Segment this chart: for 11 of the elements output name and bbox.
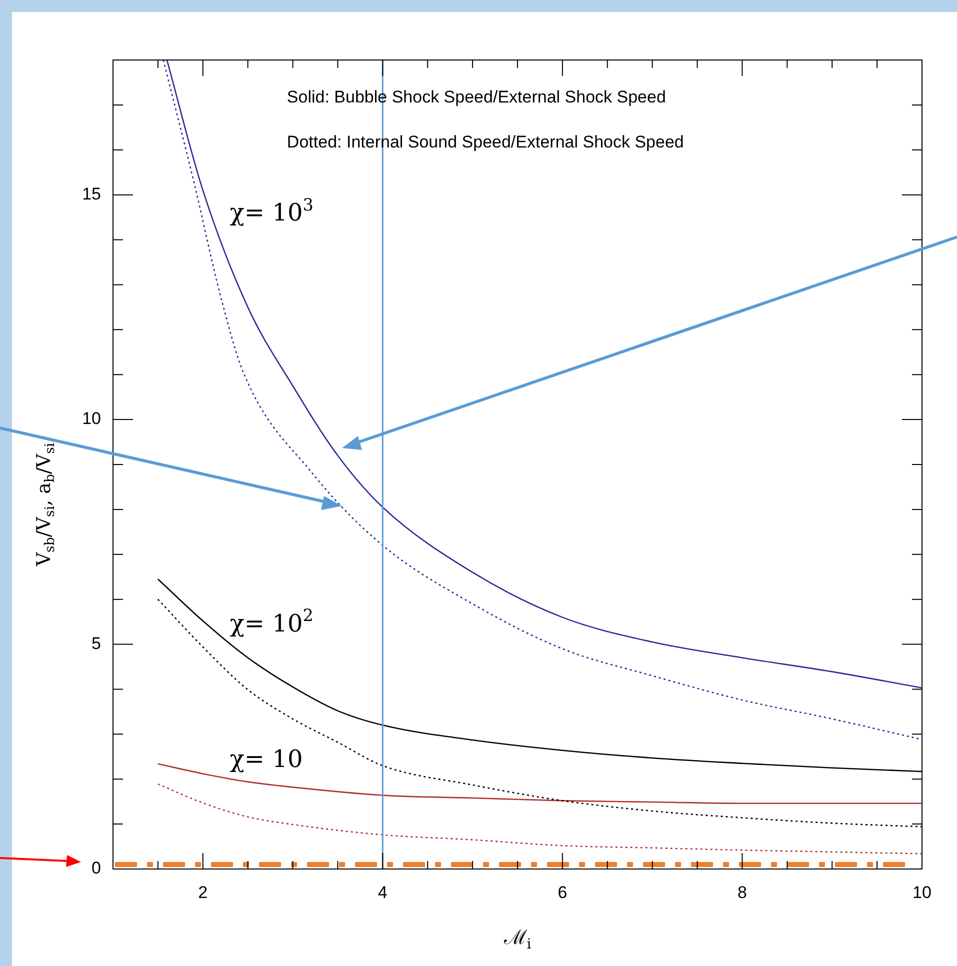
x-tick-label: 8 [737,882,747,902]
x-tick-label: 2 [198,882,208,902]
y-tick-label: 5 [92,634,101,653]
series-label: χ= 10 [230,744,303,773]
x-tick-label: 6 [558,882,568,902]
x-tick-label: 10 [912,882,932,902]
x-tick-label: 4 [378,882,388,902]
y-tick-label: 15 [82,184,101,204]
y-axis-title: Vsb/Vsi, ab/Vsi [32,442,58,568]
y-tick-label: 0 [92,858,101,878]
y-tick-label: 10 [82,409,101,428]
